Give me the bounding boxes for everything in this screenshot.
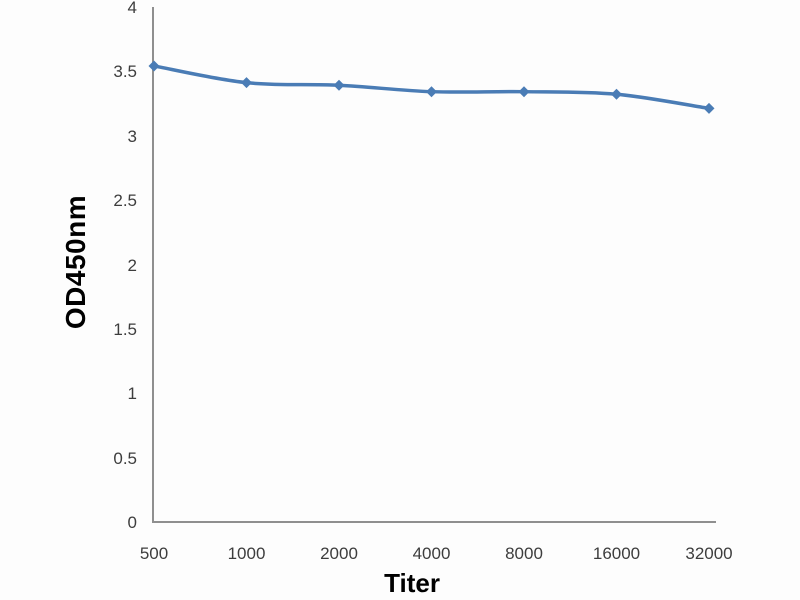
x-tick-label: 4000 [412,544,451,563]
y-tick-label: 3.5 [113,62,137,82]
y-tick-label: 2.5 [113,191,137,211]
data-point-marker [241,77,252,89]
y-tick-label: 1.5 [113,319,137,339]
data-point-marker [426,86,437,98]
y-tick-label: 1 [127,384,137,404]
x-axis-title: Titer [384,568,440,598]
data-point-marker [518,86,530,98]
y-tick-label: 0.5 [113,448,137,468]
x-tick-label: 2000 [320,544,358,563]
data-point-marker [611,88,622,100]
x-tick-label: 16000 [592,544,641,563]
x-tick-label: 500 [139,544,169,563]
x-tick-label: 32000 [685,544,733,563]
data-point-marker [148,60,160,72]
y-tick-label: 3 [127,126,137,146]
x-tick-label: 1000 [227,544,266,563]
x-tick-label: 8000 [505,544,543,563]
y-tick-label: 0 [127,513,137,532]
y-tick-label: 4 [127,0,137,17]
data-point-marker [703,102,715,114]
y-tick-label: 2 [127,255,137,275]
data-point-marker [333,79,345,91]
